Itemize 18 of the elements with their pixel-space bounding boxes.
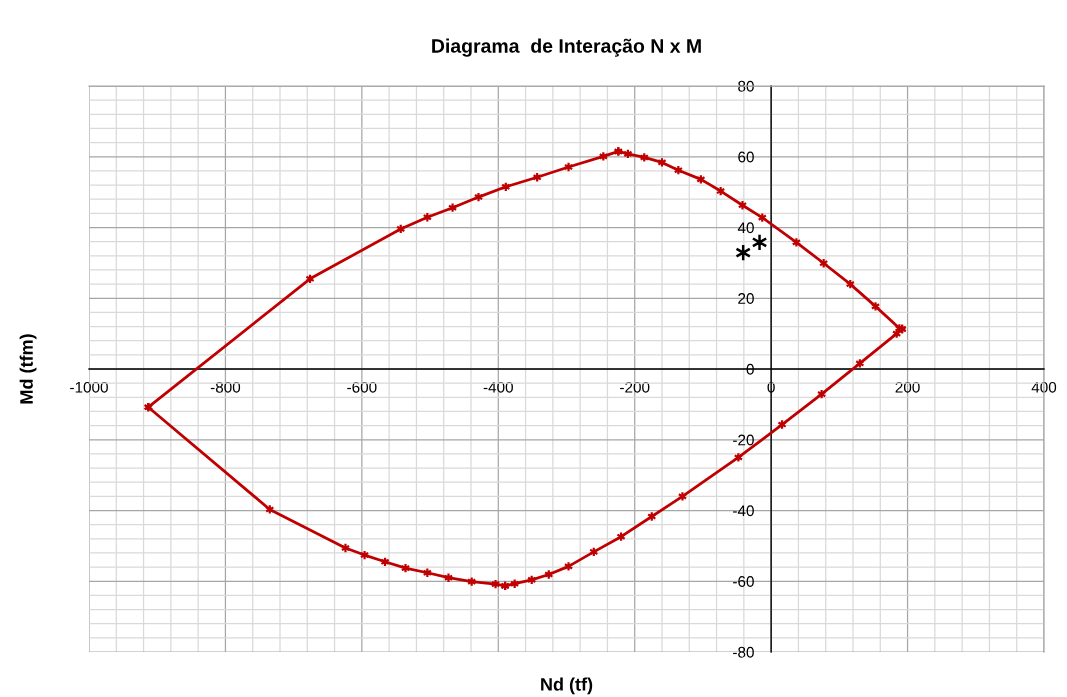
y-axis-title: Md (tfm) xyxy=(19,334,37,404)
x-tick-label: 400 xyxy=(1031,381,1057,393)
x-tick-label: -200 xyxy=(620,381,650,393)
chart-title: Diagrama de Interação N x M xyxy=(432,38,701,57)
x-tick-label: -1000 xyxy=(70,381,108,393)
y-tick-label: 40 xyxy=(737,222,754,234)
y-tick-label: -60 xyxy=(733,576,754,587)
x-tick-label: -400 xyxy=(483,381,513,393)
y-tick-label: -20 xyxy=(733,434,754,446)
x-tick-label: -600 xyxy=(347,381,377,393)
y-tick-label: 80 xyxy=(738,80,754,92)
x-tick-label: -800 xyxy=(210,381,241,393)
x-tick-label: 200 xyxy=(895,381,920,393)
x-axis-title: Nd (tf) xyxy=(541,677,593,695)
y-tick-label: 20 xyxy=(738,293,754,304)
y-tick-label: 60 xyxy=(738,151,754,163)
y-tick-label: -40 xyxy=(733,505,754,517)
y-tick-label: -80 xyxy=(733,646,754,658)
